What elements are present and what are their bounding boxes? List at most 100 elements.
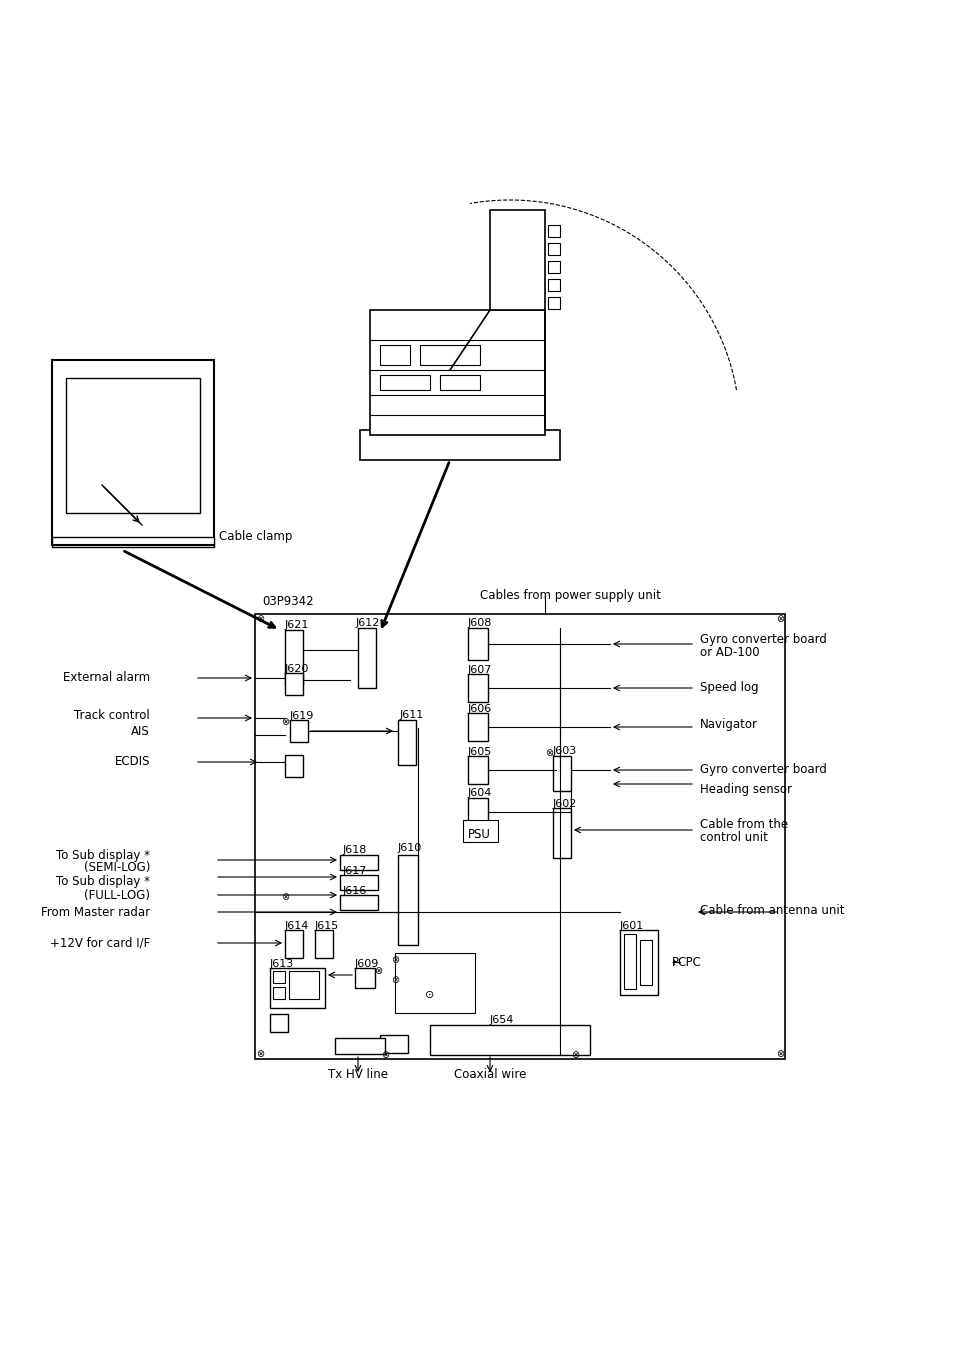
Text: ECDIS: ECDIS	[114, 756, 150, 768]
Bar	[430, 1025, 589, 1054]
Bar	[397, 720, 416, 765]
Text: control unit: control unit	[700, 832, 767, 845]
Text: ⊗: ⊗	[775, 614, 783, 624]
Bar	[468, 756, 488, 784]
Text: To Sub display *: To Sub display *	[56, 849, 150, 861]
Text: J615: J615	[314, 921, 339, 931]
Text: Gyro converter board: Gyro converter board	[700, 764, 826, 776]
Text: J605: J605	[468, 747, 492, 757]
Text: +12V for card I/F: +12V for card I/F	[50, 937, 150, 949]
Bar	[359, 431, 559, 460]
Text: Tx HV line: Tx HV line	[328, 1068, 388, 1081]
Text: ⊗: ⊗	[544, 748, 553, 757]
Bar	[285, 674, 303, 695]
Text: J607: J607	[468, 666, 492, 675]
Bar	[285, 630, 303, 684]
Bar	[468, 674, 488, 702]
Bar	[623, 934, 636, 990]
Bar	[462, 819, 497, 842]
Text: ⊗: ⊗	[280, 717, 289, 728]
Bar	[254, 614, 784, 1058]
Bar	[339, 875, 377, 890]
Text: PSU: PSU	[468, 829, 491, 841]
Text: J606: J606	[468, 703, 492, 714]
Bar	[547, 243, 559, 255]
Text: Cables from power supply unit: Cables from power supply unit	[479, 590, 660, 602]
Text: J611: J611	[399, 710, 424, 720]
Bar	[289, 971, 318, 999]
Text: (FULL-LOG): (FULL-LOG)	[84, 888, 150, 902]
Bar	[490, 211, 544, 310]
Text: J620: J620	[285, 664, 309, 674]
Text: J619: J619	[290, 711, 314, 721]
Text: ⊗: ⊗	[255, 1049, 264, 1058]
Text: J621: J621	[285, 620, 309, 630]
Bar	[547, 225, 559, 238]
Bar	[397, 855, 417, 945]
Bar	[379, 346, 410, 365]
Bar	[339, 855, 377, 869]
Bar	[553, 809, 571, 859]
Text: J608: J608	[468, 618, 492, 628]
Text: ⊗: ⊗	[391, 954, 398, 965]
Text: (SEMI-LOG): (SEMI-LOG)	[84, 861, 150, 875]
Text: ⊙: ⊙	[425, 990, 435, 1000]
Text: J618: J618	[343, 845, 367, 855]
Bar	[339, 895, 377, 910]
Text: J617: J617	[343, 865, 367, 876]
Text: ⊗: ⊗	[374, 967, 381, 976]
Bar	[314, 930, 333, 958]
Bar	[547, 297, 559, 309]
Text: Coaxial wire: Coaxial wire	[454, 1068, 526, 1081]
Bar	[419, 346, 479, 365]
Bar	[468, 628, 488, 660]
Bar	[439, 375, 479, 390]
Text: ⊗: ⊗	[391, 975, 398, 985]
Text: J609: J609	[355, 958, 379, 969]
Text: Cable clamp: Cable clamp	[219, 531, 292, 544]
Text: From Master radar: From Master radar	[41, 906, 150, 918]
Text: J610: J610	[397, 842, 422, 853]
Text: ⊗: ⊗	[570, 1050, 578, 1060]
Bar	[285, 755, 303, 778]
Bar	[547, 261, 559, 273]
Bar	[273, 971, 285, 983]
Bar	[379, 375, 430, 390]
Text: To Sub display *: To Sub display *	[56, 876, 150, 888]
Bar	[468, 713, 488, 741]
Text: Gyro converter board: Gyro converter board	[700, 633, 826, 647]
Text: ⊗: ⊗	[380, 1050, 389, 1060]
Text: J604: J604	[468, 788, 492, 798]
Text: J654: J654	[490, 1015, 514, 1025]
Text: Track control: Track control	[74, 710, 150, 722]
Text: ⊗: ⊗	[775, 1049, 783, 1058]
Bar	[468, 798, 488, 826]
Text: or AD-100: or AD-100	[700, 647, 759, 660]
Bar	[553, 756, 571, 791]
Bar	[355, 968, 375, 988]
Bar	[270, 968, 325, 1008]
Bar	[270, 1014, 288, 1031]
Bar	[52, 537, 213, 547]
Bar	[619, 930, 658, 995]
Bar	[370, 310, 544, 435]
Text: AIS: AIS	[132, 725, 150, 738]
Bar	[639, 940, 651, 986]
Bar	[395, 953, 475, 1012]
Bar	[547, 279, 559, 292]
Bar	[285, 930, 303, 958]
Bar	[66, 378, 200, 513]
Bar	[357, 628, 375, 688]
Text: Navigator: Navigator	[700, 718, 758, 732]
Text: Heading sensor: Heading sensor	[700, 783, 791, 796]
Text: 03P9342: 03P9342	[262, 595, 314, 609]
Bar	[379, 1035, 408, 1053]
Text: J602: J602	[553, 799, 577, 809]
Text: External alarm: External alarm	[63, 671, 150, 684]
Text: J616: J616	[343, 886, 367, 896]
Text: J601: J601	[619, 921, 643, 931]
Text: ⊗: ⊗	[255, 614, 264, 624]
Bar	[273, 987, 285, 999]
Bar	[290, 720, 308, 743]
Text: Cable from the: Cable from the	[700, 818, 787, 832]
